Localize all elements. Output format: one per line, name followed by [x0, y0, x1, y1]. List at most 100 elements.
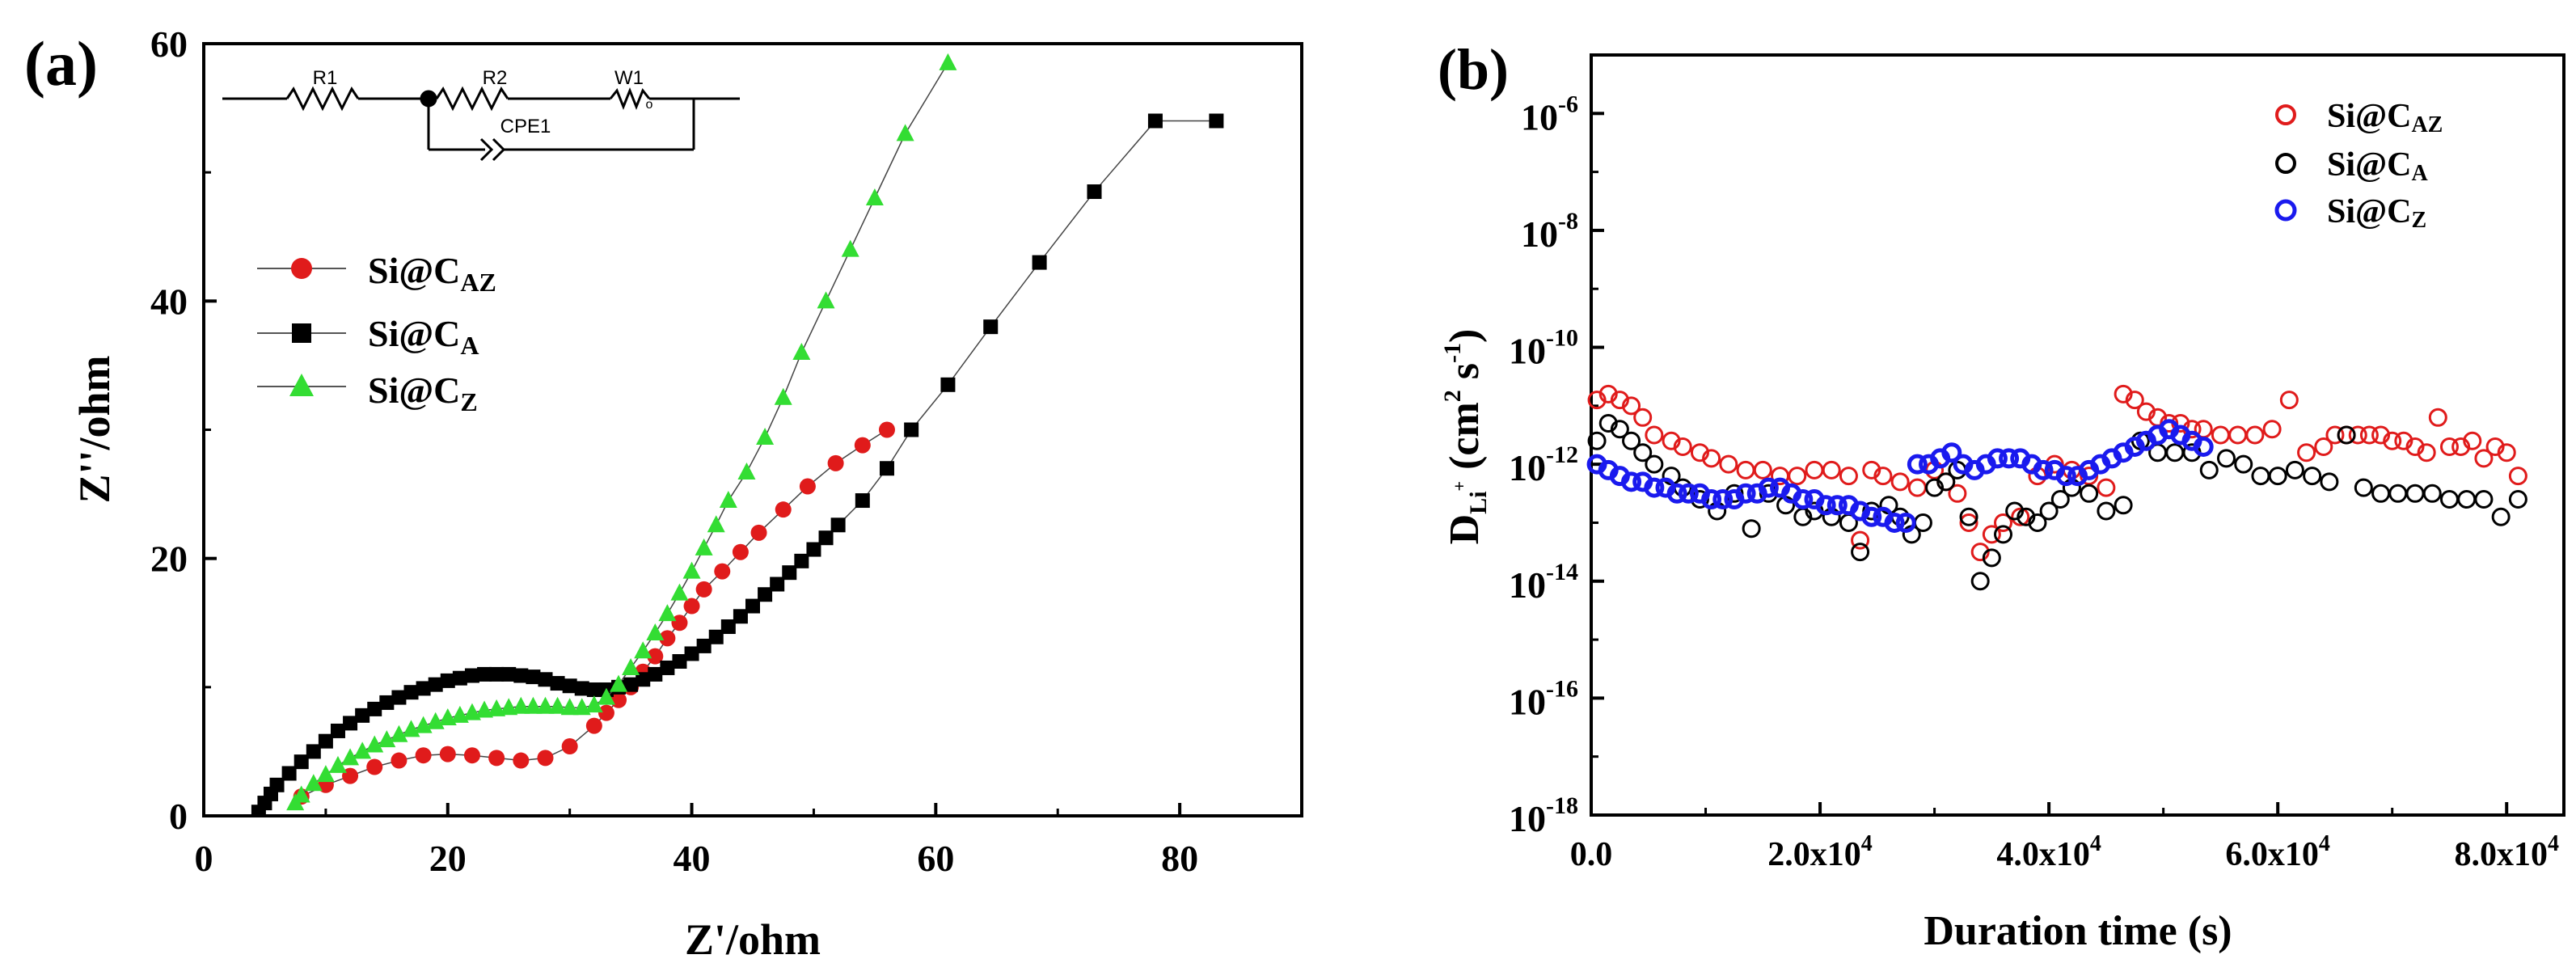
panel-a-label: (a) — [24, 28, 98, 99]
a-y-tick-label: 60 — [150, 23, 188, 65]
b-point-Si@C_Z — [1941, 442, 1962, 463]
a-point-Si@C_A — [696, 638, 712, 653]
b-point-Si@C_A — [2268, 467, 2287, 486]
a-point-Si@C_A — [452, 670, 467, 686]
a-point-Si@C_Z — [365, 735, 384, 753]
b-point-Si@C_AZ — [2262, 420, 2282, 439]
b-point-Si@C_AZ — [1948, 484, 1967, 503]
panel-a-y-axis-label: Z''/ohm — [70, 355, 119, 503]
legend-label-base: Si@C — [2327, 98, 2411, 135]
b-y-tick-label: 10-16 — [1509, 675, 1578, 722]
panel-a: (a) 0 20 40 60 80 0 20 40 60 Z'/ohm Z''/ohm R1 R… — [24, 23, 1303, 964]
a-point-Si@C_Z — [719, 491, 737, 509]
b-point-Si@C_AZ — [1662, 431, 1681, 450]
a-point-Si@C_A — [770, 577, 785, 592]
a-point-Si@C_A — [306, 744, 321, 759]
panel-b-label: (b) — [1438, 37, 1509, 102]
b-point-Si@C_A — [2028, 513, 2047, 532]
legend-marker-black-square — [292, 323, 311, 343]
b-point-Si@C_A — [2422, 484, 2442, 503]
b-point-Si@C_Z — [1712, 489, 1734, 510]
b-point-Si@C_Z — [1999, 448, 2020, 469]
legend-label-sub: AZ — [460, 268, 496, 297]
b-series-Si@C_A — [1587, 414, 2527, 591]
a-point-Si@C_A — [806, 542, 821, 557]
a-point-Si@C_A — [684, 646, 699, 661]
a-point-Si@C_A — [648, 666, 663, 682]
b-point-Si@C_AZ — [2297, 443, 2316, 463]
b-point-Si@C_Z — [1884, 512, 1905, 533]
b-point-Si@C_AZ — [2474, 449, 2494, 468]
a-point-Si@C_Z — [524, 696, 543, 714]
circuit-label-w1-sub: o — [646, 98, 653, 112]
b-point-Si@C_AZ — [1702, 449, 1721, 468]
a-point-Si@C_AZ — [683, 598, 700, 615]
b-point-Si@C_A — [2474, 490, 2494, 509]
a-point-Si@C_Z — [292, 785, 310, 803]
a-point-Si@C_AZ — [537, 750, 554, 767]
legend-entry-si-c-z: Si@CZ — [257, 370, 478, 416]
b-y-tick-label: 10-12 — [1509, 441, 1578, 488]
legend-label-sub: Z — [2411, 208, 2426, 233]
a-point-Si@C_AZ — [598, 704, 614, 721]
b-point-Si@C_AZ — [2417, 443, 2436, 463]
b-x-tick-label: 2.0x104 — [1767, 831, 1873, 873]
legend-marker-green-triangle — [289, 374, 314, 396]
a-point-Si@C_A — [733, 609, 748, 624]
b-point-Si@C_AZ — [2428, 408, 2447, 427]
a-point-Si@C_A — [574, 681, 589, 696]
a-point-Si@C_Z — [304, 774, 323, 792]
a-point-Si@C_A — [477, 666, 492, 682]
b-point-Si@C_AZ — [1587, 391, 1607, 410]
panel-b: (b) 0.0 2.0x104 4.0x104 6.0x104 8.0x104 10-6 1… — [1438, 37, 2565, 954]
a-point-Si@C_A — [293, 754, 309, 770]
a-point-Si@C_AZ — [878, 421, 895, 438]
a-point-Si@C_Z — [634, 641, 652, 659]
b-y-tick-label: 10-6 — [1521, 91, 1578, 137]
b-point-Si@C_A — [1742, 519, 1761, 539]
a-point-Si@C_AZ — [714, 563, 731, 580]
b-point-Si@C_Z — [2033, 459, 2054, 480]
legend-marker-red-open-circle — [2275, 104, 2296, 125]
b-x-tick-label: 4.0x104 — [1996, 831, 2101, 873]
b-point-Si@C_Z — [1678, 483, 1699, 504]
a-point-Si@C_A — [708, 629, 724, 644]
b-point-Si@C_AZ — [1982, 525, 2001, 544]
b-x-tick-label: 0.0 — [1570, 836, 1613, 873]
b-point-Si@C_Z — [1621, 471, 1642, 492]
b-point-Si@C_A — [2097, 501, 2116, 521]
legend-label-base: Si@C — [2327, 146, 2411, 184]
circuit-label-cpe1: CPE1 — [500, 116, 551, 137]
b-point-Si@C_AZ — [1862, 460, 1881, 479]
legend-label-sub: Z — [460, 387, 477, 416]
b-series-Si@C_Z — [1586, 419, 2214, 533]
legend-entry-si-c-a: Si@CA — [257, 313, 479, 360]
b-point-Si@C_A — [2303, 467, 2322, 486]
b-point-Si@C_Z — [1758, 477, 1779, 498]
b-point-Si@C_AZ — [1839, 467, 1858, 486]
a-point-Si@C_A — [403, 685, 419, 700]
legend-label: Si@CA — [2327, 146, 2428, 186]
a-point-Si@C_A — [623, 677, 639, 692]
a-point-Si@C_A — [489, 666, 505, 682]
a-y-tick-label: 40 — [150, 281, 188, 322]
b-point-Si@C_AZ — [2497, 443, 2516, 463]
b-point-Si@C_A — [2199, 460, 2219, 479]
a-point-Si@C_AZ — [439, 746, 456, 762]
a-series-line — [258, 120, 1217, 813]
a-point-Si@C_Z — [865, 188, 884, 205]
b-point-Si@C_AZ — [1719, 454, 1738, 474]
a-point-Si@C_AZ — [775, 501, 792, 518]
a-point-Si@C_A — [330, 723, 345, 738]
b-point-Si@C_A — [2439, 490, 2459, 509]
b-point-Si@C_A — [1994, 525, 2013, 544]
ylabel-unit-close: ) — [1442, 329, 1488, 343]
b-point-Si@C_AZ — [1822, 460, 1841, 479]
b-point-Si@C_AZ — [2097, 478, 2116, 497]
legend-label-sub: A — [460, 331, 479, 360]
b-point-Si@C_A — [1598, 414, 1618, 433]
a-point-Si@C_AZ — [463, 747, 480, 764]
ylabel-unit-s: s — [1442, 363, 1488, 390]
b-point-Si@C_A — [2508, 490, 2527, 509]
b-point-Si@C_AZ — [1788, 467, 1807, 486]
